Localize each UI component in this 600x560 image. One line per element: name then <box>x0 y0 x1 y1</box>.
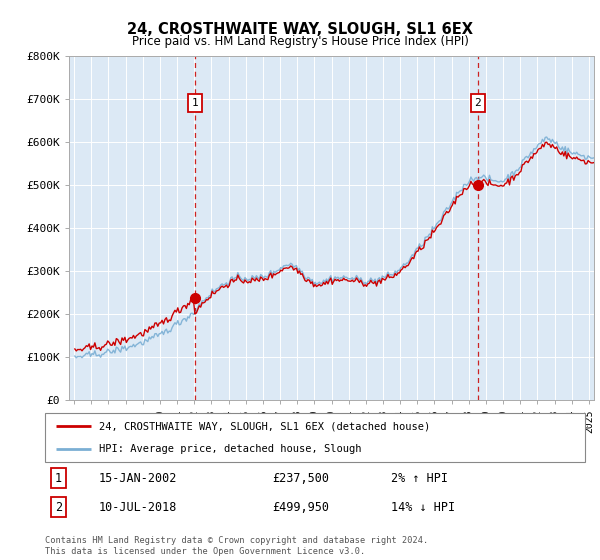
Text: 24, CROSTHWAITE WAY, SLOUGH, SL1 6EX (detached house): 24, CROSTHWAITE WAY, SLOUGH, SL1 6EX (de… <box>99 421 430 431</box>
Text: 14% ↓ HPI: 14% ↓ HPI <box>391 501 455 514</box>
Text: 10-JUL-2018: 10-JUL-2018 <box>99 501 178 514</box>
Text: Contains HM Land Registry data © Crown copyright and database right 2024.
This d: Contains HM Land Registry data © Crown c… <box>45 536 428 556</box>
Text: £237,500: £237,500 <box>272 472 329 485</box>
Text: 2: 2 <box>475 99 481 108</box>
Text: HPI: Average price, detached house, Slough: HPI: Average price, detached house, Slou… <box>99 444 361 454</box>
Text: £499,950: £499,950 <box>272 501 329 514</box>
Text: 2: 2 <box>55 501 62 514</box>
Text: 15-JAN-2002: 15-JAN-2002 <box>99 472 178 485</box>
Text: 1: 1 <box>191 99 199 108</box>
Text: 1: 1 <box>55 472 62 485</box>
Text: 2% ↑ HPI: 2% ↑ HPI <box>391 472 448 485</box>
Text: 24, CROSTHWAITE WAY, SLOUGH, SL1 6EX: 24, CROSTHWAITE WAY, SLOUGH, SL1 6EX <box>127 22 473 38</box>
Text: Price paid vs. HM Land Registry's House Price Index (HPI): Price paid vs. HM Land Registry's House … <box>131 35 469 48</box>
